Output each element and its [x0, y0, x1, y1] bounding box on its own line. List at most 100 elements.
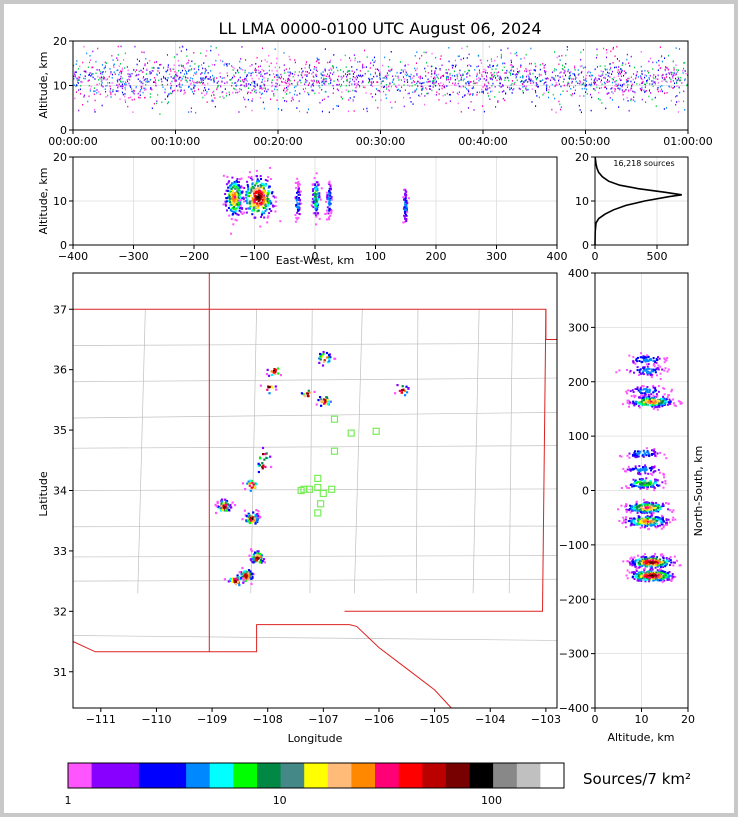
altitude-time-point: [556, 56, 558, 59]
altitude-time-point: [268, 65, 270, 68]
altitude-time-point: [121, 87, 123, 90]
altitude-time-point: [585, 85, 587, 87]
altitude-time-point: [620, 79, 622, 81]
altitude-time-point: [370, 81, 372, 84]
plan-view-point: [322, 360, 325, 363]
altitude-time-point: [210, 49, 212, 52]
north-south-point: [642, 355, 645, 358]
altitude-time-point: [154, 77, 156, 79]
altitude-time-point: [284, 72, 286, 74]
north-south-point: [633, 394, 636, 397]
altitude-time-point: [264, 59, 266, 61]
north-south-point: [635, 454, 638, 457]
altitude-time-point: [90, 75, 92, 77]
east-west-point: [252, 204, 255, 207]
altitude-time-point: [357, 83, 359, 86]
altitude-time-point: [178, 70, 180, 72]
altitude-time-point: [270, 62, 272, 65]
plan-view-point: [257, 464, 260, 467]
altitude-time-points: [73, 45, 689, 115]
altitude-time-point: [221, 91, 223, 94]
altitude-time-point: [191, 88, 193, 91]
north-south-point: [634, 450, 636, 453]
altitude-time-point: [271, 85, 273, 88]
altitude-time-point: [524, 80, 526, 82]
station-marker: [330, 447, 339, 455]
north-south-point: [636, 369, 639, 372]
y-tick-label: 35: [53, 424, 67, 437]
altitude-time-point: [549, 86, 551, 88]
altitude-time-point: [94, 99, 96, 102]
altitude-time-point: [167, 94, 169, 97]
altitude-time-point: [501, 85, 503, 88]
altitude-time-point: [516, 54, 518, 57]
lma-stations: [297, 415, 380, 517]
altitude-time-point: [333, 87, 335, 90]
altitude-time-point: [371, 78, 373, 80]
altitude-time-point: [88, 74, 90, 76]
altitude-time-point: [414, 89, 416, 92]
north-south-point: [671, 388, 673, 391]
altitude-time-point: [79, 76, 81, 79]
altitude-time-point: [390, 85, 392, 88]
altitude-time-point: [536, 95, 538, 97]
north-south-point: [652, 505, 655, 507]
altitude-time-point: [491, 77, 493, 80]
north-south-point: [656, 506, 659, 509]
plan-view-point: [307, 389, 310, 392]
altitude-time-point: [182, 75, 184, 78]
north-south-point: [654, 508, 657, 510]
altitude-time-point: [511, 92, 513, 94]
altitude-time-point: [209, 76, 211, 78]
altitude-time-point: [348, 73, 350, 75]
altitude-time-point: [561, 54, 563, 57]
altitude-time-point: [570, 94, 572, 96]
altitude-time-point: [92, 73, 94, 75]
plan-view-point: [319, 355, 322, 358]
north-south-point: [629, 511, 632, 514]
altitude-time-point: [156, 61, 158, 63]
altitude-time-point: [440, 82, 442, 84]
altitude-time-point: [146, 79, 148, 82]
north-south-point: [637, 562, 640, 565]
altitude-time-point: [323, 98, 325, 100]
altitude-time-point: [500, 78, 502, 81]
altitude-time-point: [464, 86, 466, 88]
altitude-time-point: [537, 86, 539, 88]
altitude-time-point: [150, 78, 152, 81]
altitude-time-point: [168, 93, 170, 95]
altitude-time-point: [352, 99, 354, 101]
altitude-time-point: [194, 72, 196, 74]
altitude-time-point: [603, 47, 605, 50]
altitude-time-point: [410, 101, 412, 103]
altitude-time-point: [380, 99, 382, 101]
altitude-time-point: [516, 73, 518, 76]
altitude-time-point: [110, 88, 112, 90]
altitude-time-point: [311, 84, 313, 86]
altitude-time-point: [510, 74, 512, 76]
y-tick-label: 0: [60, 124, 67, 137]
altitude-time-point: [470, 101, 472, 103]
north-south-point: [659, 520, 662, 523]
plan-view-point: [318, 361, 321, 364]
altitude-time-point: [124, 83, 126, 85]
altitude-time-point: [259, 87, 261, 90]
altitude-time-point: [321, 89, 323, 91]
east-west-point: [240, 210, 243, 213]
north-south-point: [646, 451, 649, 454]
altitude-time-point: [494, 59, 496, 62]
north-south-point: [622, 467, 625, 470]
altitude-time-point: [135, 86, 137, 89]
altitude-time-point: [679, 91, 681, 94]
north-south-point: [648, 398, 651, 401]
altitude-time-point: [434, 72, 436, 75]
altitude-time-point: [77, 81, 79, 83]
east-west-point: [297, 193, 300, 196]
north-south-point: [655, 516, 658, 519]
east-west-point: [235, 185, 238, 188]
east-west-point: [260, 216, 263, 218]
altitude-time-point: [472, 94, 474, 96]
north-south-point: [633, 402, 636, 405]
altitude-time-point: [149, 96, 151, 98]
east-west-point: [315, 214, 317, 217]
